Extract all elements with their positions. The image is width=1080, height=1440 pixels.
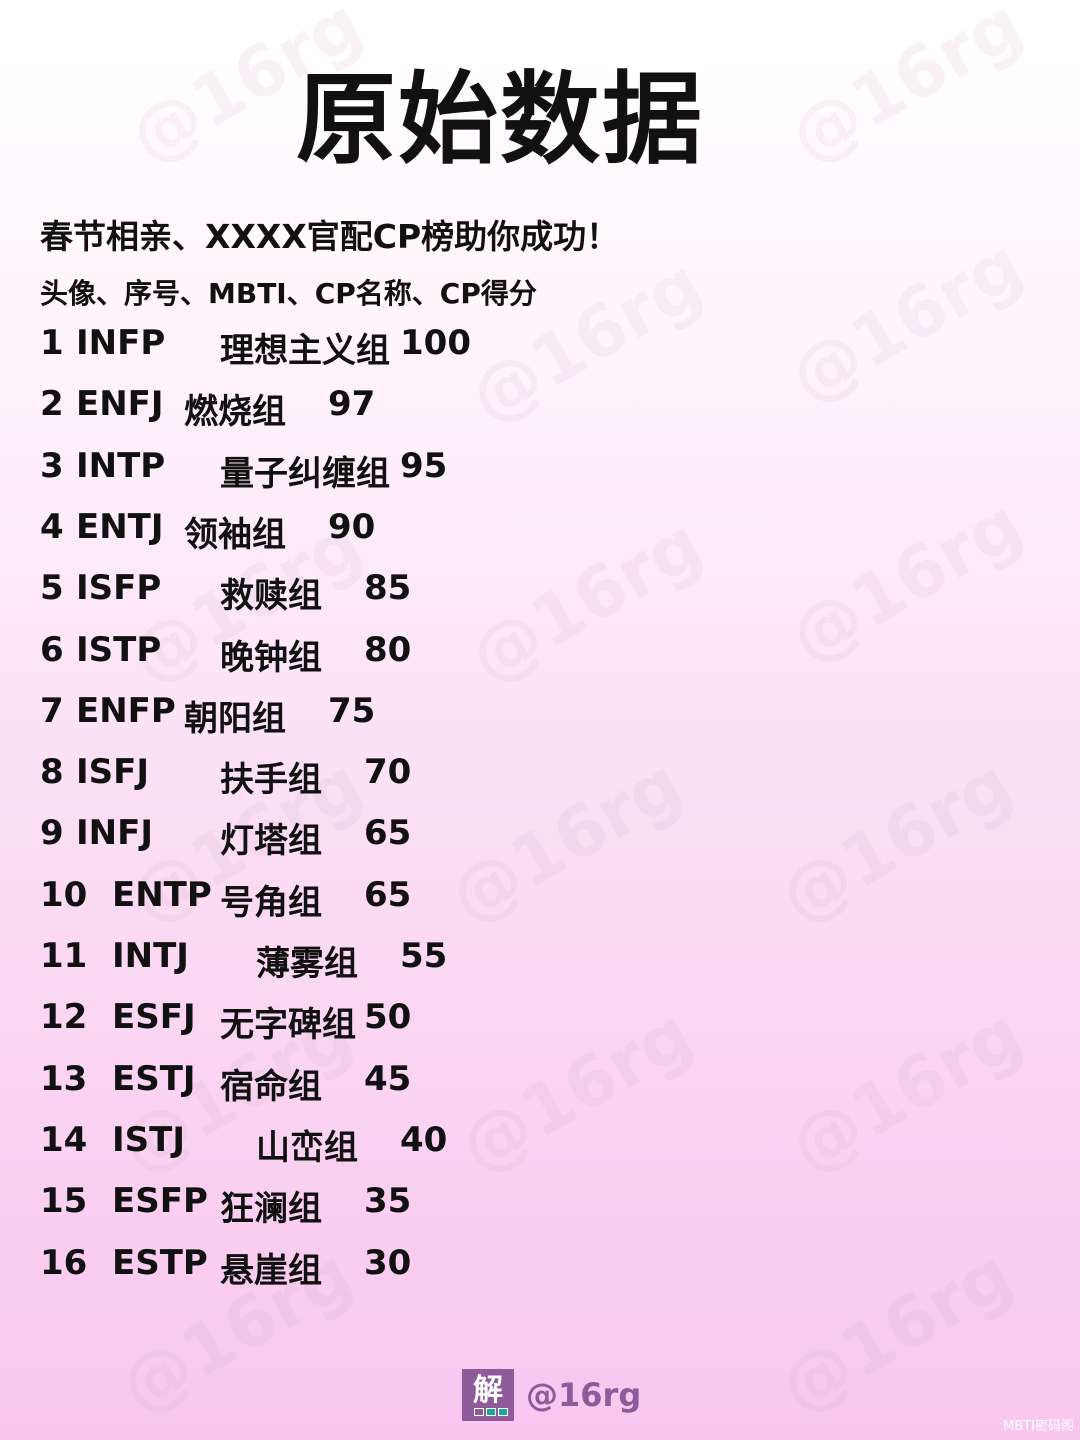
cp-name: 领袖组 <box>184 514 286 555</box>
rank-number: 5 <box>40 568 64 609</box>
cp-score: 70 <box>364 752 412 793</box>
watermark: @16rg <box>776 222 1036 420</box>
mbti-type: ENFJ <box>76 384 164 425</box>
list-item: 4 ENTJ 领袖组 90 <box>0 507 600 557</box>
cp-name: 薄雾组 <box>256 944 358 984</box>
mbti-type: ENFP <box>76 690 176 731</box>
mbti-type: ESFJ <box>112 997 196 1038</box>
mbti-type: ISTP <box>76 629 162 670</box>
list-item: 9 INFJ 灯塔组 65 <box>0 813 600 863</box>
mbti-type: ISTJ <box>112 1119 185 1160</box>
mbti-type: INFP <box>76 323 166 363</box>
rank-number: 10 <box>40 874 88 915</box>
cp-score: 45 <box>364 1058 412 1099</box>
cp-score: 65 <box>364 813 412 854</box>
cp-name: 理想主义组 <box>220 331 390 371</box>
list-item: 1 INFP 理想主义组 100 <box>0 323 600 373</box>
list-item: 2 ENFJ 燃烧组 97 <box>0 384 600 434</box>
cp-score: 85 <box>364 568 412 609</box>
rank-number: 4 <box>40 506 64 547</box>
cp-score: 90 <box>328 506 376 547</box>
list-item: 8 ISFJ 扶手组 70 <box>0 752 600 802</box>
list-item: 11 INTJ 薄雾组 55 <box>0 936 600 986</box>
list-item: 12 ESFJ 无字碑组 50 <box>0 997 600 1047</box>
rank-number: 8 <box>40 752 64 793</box>
cp-name: 无字碑组 <box>220 1005 356 1046</box>
cp-name: 晚钟组 <box>220 637 322 678</box>
rank-number: 3 <box>40 445 64 486</box>
list-item: 15 ESFP 狂澜组 35 <box>0 1181 600 1231</box>
watermark: @16rg <box>766 1232 1026 1430</box>
cp-name: 朝阳组 <box>184 698 286 739</box>
list-item: 5 ISFP 救赎组 85 <box>0 568 600 618</box>
cp-score: 100 <box>400 323 471 363</box>
brand-logo: 解 <box>462 1369 514 1421</box>
rank-number: 9 <box>40 813 64 854</box>
cp-name: 灯塔组 <box>220 821 322 862</box>
cp-score: 65 <box>364 874 412 915</box>
cp-score: 55 <box>400 936 448 976</box>
cp-score: 95 <box>400 445 448 486</box>
rank-number: 13 <box>40 1058 88 1099</box>
mbti-type: ISFP <box>76 568 162 609</box>
mbti-type: INFJ <box>76 813 153 854</box>
cp-name: 山峦组 <box>256 1127 358 1168</box>
rank-number: 2 <box>40 384 64 425</box>
rank-number: 1 <box>40 323 64 363</box>
cp-score: 80 <box>364 629 412 670</box>
cp-score: 75 <box>328 690 376 731</box>
mbti-type: ENTJ <box>76 506 164 547</box>
cp-score: 30 <box>364 1242 412 1283</box>
mbti-type: INTP <box>76 445 166 486</box>
list-item: 6 ISTP 晚钟组 80 <box>0 630 600 680</box>
mbti-type: ESTP <box>112 1242 208 1283</box>
mbti-type: ESTJ <box>112 1058 196 1099</box>
brand-handle: @16rg <box>526 1376 642 1414</box>
mbti-type: ENTP <box>112 874 212 915</box>
cp-name: 号角组 <box>220 882 322 923</box>
rank-number: 16 <box>40 1242 88 1283</box>
mbti-type: INTJ <box>112 936 189 976</box>
list-item: 14 ISTJ 山峦组 40 <box>0 1120 600 1170</box>
footer-brand: 解 @16rg <box>462 1369 641 1421</box>
list-item: 3 INTP 量子纠缠组 95 <box>0 446 600 496</box>
cp-name: 量子纠缠组 <box>220 453 390 494</box>
rank-number: 15 <box>40 1181 88 1222</box>
watermark: @16rg <box>776 482 1036 680</box>
watermark: @16rg <box>766 742 1026 940</box>
list-item: 16 ESTP 悬崖组 30 <box>0 1243 600 1293</box>
cp-name: 救赎组 <box>220 576 322 617</box>
cp-name: 狂澜组 <box>220 1189 322 1230</box>
mbti-type: ESFP <box>112 1181 208 1222</box>
columns-line: 头像、序号、MBTI、CP名称、CP得分 <box>40 277 537 310</box>
list-item: 13 ESTJ 宿命组 45 <box>0 1059 600 1109</box>
cp-name: 悬崖组 <box>220 1250 322 1291</box>
rank-number: 12 <box>40 997 88 1038</box>
cp-score: 50 <box>364 997 412 1038</box>
rank-number: 14 <box>40 1119 88 1160</box>
cp-name: 燃烧组 <box>184 392 286 433</box>
mbti-type: ISFJ <box>76 752 150 793</box>
page-title: 原始数据 <box>296 61 704 178</box>
watermark: @16rg <box>776 992 1036 1190</box>
list-item: 10 ENTP 号角组 65 <box>0 875 600 925</box>
corner-watermark: MBTI密码阁 <box>1003 1419 1074 1434</box>
cp-score: 40 <box>400 1119 448 1160</box>
list-item: 7 ENFP 朝阳组 75 <box>0 691 600 741</box>
cp-name: 扶手组 <box>220 760 322 801</box>
cp-name: 宿命组 <box>220 1066 322 1107</box>
subtitle: 春节相亲、XXXX官配CP榜助你成功！ <box>40 217 620 256</box>
cp-score: 35 <box>364 1181 412 1222</box>
rank-number: 7 <box>40 690 64 731</box>
cp-score: 97 <box>328 384 376 425</box>
rank-number: 11 <box>40 936 88 976</box>
rank-number: 6 <box>40 629 64 670</box>
